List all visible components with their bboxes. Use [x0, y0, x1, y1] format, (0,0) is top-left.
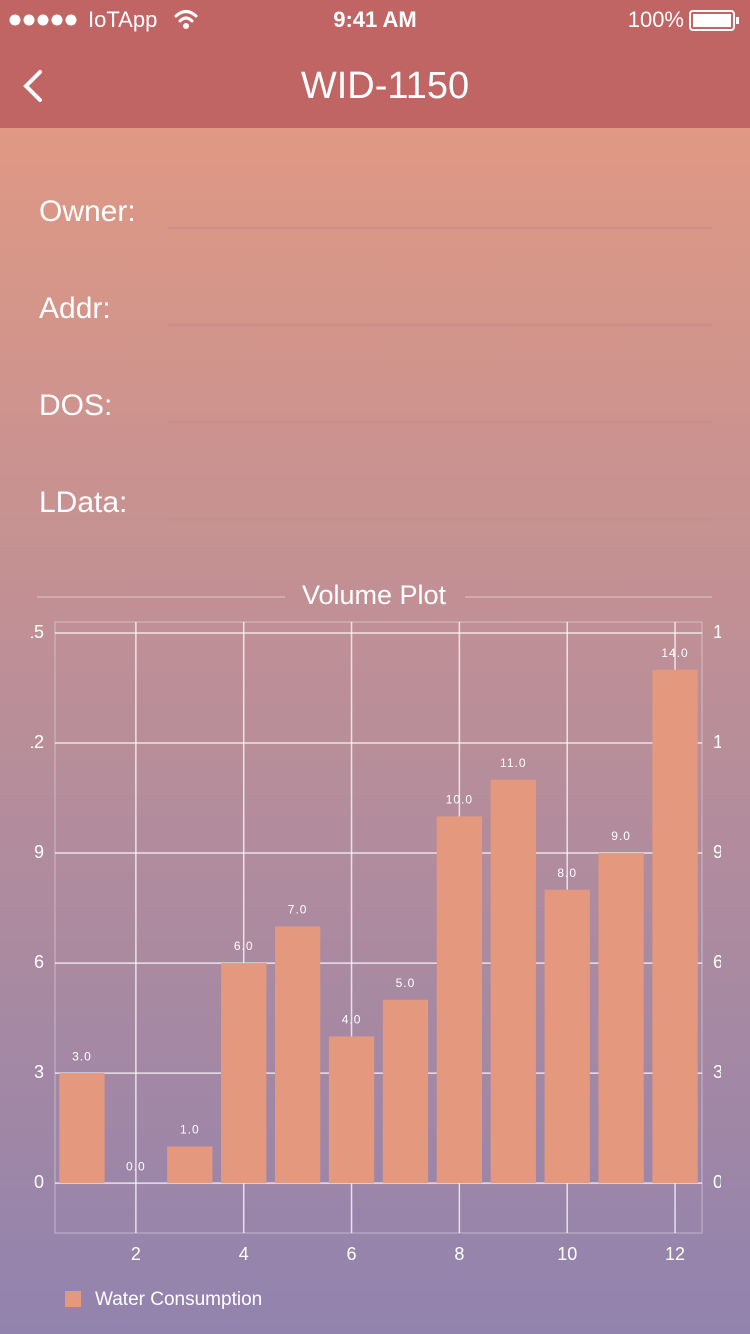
bar — [544, 889, 590, 1184]
value-label: 5.0 — [396, 976, 416, 990]
back-button[interactable] — [23, 70, 42, 102]
x-tick-label: 2 — [131, 1244, 141, 1264]
left-axis: 0 3 6 9 12 15 — [24, 622, 44, 1192]
battery-icon — [689, 10, 739, 31]
bar — [59, 1073, 105, 1184]
bar — [598, 853, 644, 1184]
x-tick-label: 4 — [239, 1244, 249, 1264]
legend-swatch — [65, 1291, 81, 1307]
y2-tick-label: 12 — [713, 732, 733, 752]
y2-tick-label: 0 — [713, 1172, 723, 1192]
x-tick-label: 8 — [454, 1244, 464, 1264]
y-tick-label: 15 — [24, 622, 44, 642]
y2-tick-label: 9 — [713, 842, 723, 862]
y-tick-label: 12 — [24, 732, 44, 752]
field-label: DOS: — [39, 389, 112, 422]
x-tick-label: 12 — [665, 1244, 685, 1264]
x-tick-label: 6 — [347, 1244, 357, 1264]
value-label: 10.0 — [446, 793, 473, 807]
y-tick-label: 0 — [34, 1172, 44, 1192]
field-label: Addr: — [39, 292, 111, 325]
bar — [274, 926, 321, 1184]
wifi-icon — [174, 10, 198, 29]
carrier: IoTApp — [88, 7, 157, 32]
field-label: Owner: — [39, 195, 136, 228]
bar — [221, 963, 267, 1184]
signal-icon — [9, 14, 77, 26]
bar — [382, 999, 429, 1184]
plot-frame — [54, 621, 703, 1234]
field-label: LData: — [39, 486, 127, 519]
right-axis: 0 3 6 9 12 15 — [713, 622, 733, 1192]
chart-title: Volume Plot — [302, 580, 447, 610]
value-label: 7.0 — [288, 903, 308, 917]
y2-tick-label: 6 — [713, 952, 723, 972]
bar — [490, 779, 536, 1184]
y-tick-label: 9 — [34, 842, 44, 862]
value-label: 1.0 — [180, 1123, 200, 1137]
y-tick-label: 6 — [34, 952, 44, 972]
bar — [328, 1036, 375, 1184]
x-tick-label: 10 — [557, 1244, 577, 1264]
header — [0, 0, 750, 128]
legend-label: Water Consumption — [95, 1289, 262, 1310]
value-label: 14.0 — [661, 646, 688, 660]
y-tick-label: 3 — [34, 1062, 44, 1082]
value-label: 11.0 — [500, 756, 526, 770]
y2-tick-label: 3 — [713, 1062, 723, 1082]
value-label: 3.0 — [72, 1049, 92, 1063]
battery-label: 100% — [628, 7, 684, 32]
value-label: 8.0 — [557, 866, 577, 880]
chart: 0 3 6 9 12 15 0 3 6 9 12 15 2 4 6 8 10 12 3.0 0.0 1.0 6.0 7.0 4… — [24, 621, 733, 1310]
y2-tick-label: 15 — [713, 622, 733, 642]
form: Owner: Addr: DOS: LData: — [39, 195, 712, 521]
time: 9:41 AM — [333, 7, 417, 32]
value-label: 4.0 — [342, 1013, 362, 1027]
value-label: 0.0 — [126, 1159, 146, 1173]
value-label: 9.0 — [611, 829, 631, 843]
nav-title: WID-1150 — [301, 65, 469, 107]
bar — [167, 1146, 213, 1184]
bar — [436, 816, 483, 1184]
bar — [652, 669, 698, 1184]
value-label: 6.0 — [234, 939, 254, 953]
